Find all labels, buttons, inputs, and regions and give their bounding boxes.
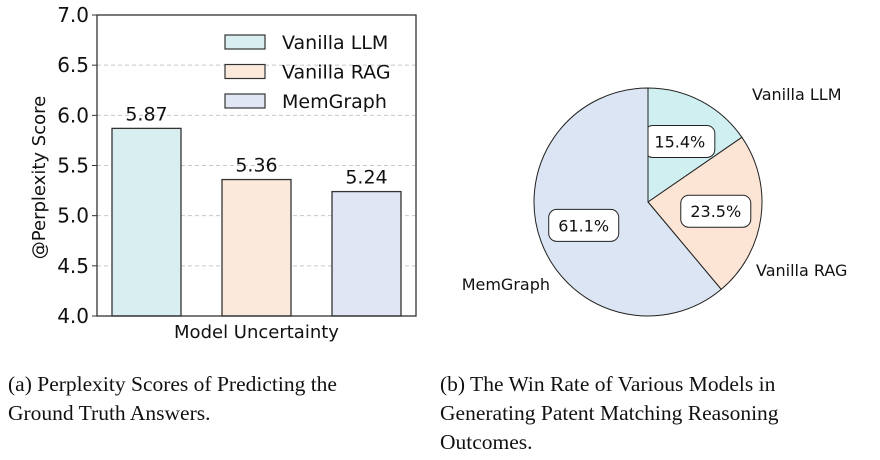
legend-swatch (224, 63, 266, 80)
pie-value-label: 15.4% (654, 132, 705, 151)
legend-label: MemGraph (282, 91, 387, 113)
y-tick-label: 4.5 (57, 254, 89, 278)
pie-category-label: Vanilla LLM (752, 85, 842, 104)
plot-frame (96, 14, 417, 317)
bar-value-label: 5.87 (125, 103, 167, 125)
caption-b: (b) The Win Rate of Various Models in Ge… (440, 370, 779, 457)
y-tick-label: 4.0 (57, 304, 89, 328)
pie-slice (533, 87, 722, 317)
y-tick-label: 5.0 (57, 204, 89, 228)
bar (331, 190, 402, 317)
bar-value-label: 5.24 (345, 167, 387, 189)
x-axis-label: Model Uncertainty (174, 322, 339, 343)
bar (221, 178, 292, 317)
legend-label: Vanilla LLM (282, 32, 388, 54)
y-tick-label: 7.0 (57, 3, 89, 27)
bar (111, 127, 182, 317)
pie-value-label: 61.1% (558, 216, 609, 235)
caption-b-line: (b) The Win Rate of Various Models in (440, 372, 776, 396)
y-axis-label: @Perplexity Score (29, 96, 50, 259)
pie-value-label: 23.5% (690, 202, 741, 221)
caption-b-line: Outcomes. (440, 430, 533, 454)
caption-a-line: Ground Truth Answers. (8, 401, 211, 425)
caption-a-line: (a) Perplexity Scores of Predicting the (8, 372, 337, 396)
bar-value-label: 5.36 (235, 155, 277, 177)
y-tick-label: 6.0 (57, 103, 89, 127)
y-tick-label: 5.5 (57, 154, 89, 178)
caption-a: (a) Perplexity Scores of Predicting the … (8, 370, 337, 428)
y-tick-label: 6.5 (57, 53, 89, 77)
caption-b-line: Generating Patent Matching Reasoning (440, 401, 779, 425)
pie-category-label: MemGraph (462, 275, 550, 294)
legend-swatch (224, 93, 266, 109)
legend-label: Vanilla RAG (282, 62, 391, 84)
pie-value-box (548, 208, 620, 242)
pie-category-label: Vanilla RAG (756, 261, 847, 280)
pie-value-box (680, 194, 752, 228)
legend-swatch (224, 34, 266, 50)
